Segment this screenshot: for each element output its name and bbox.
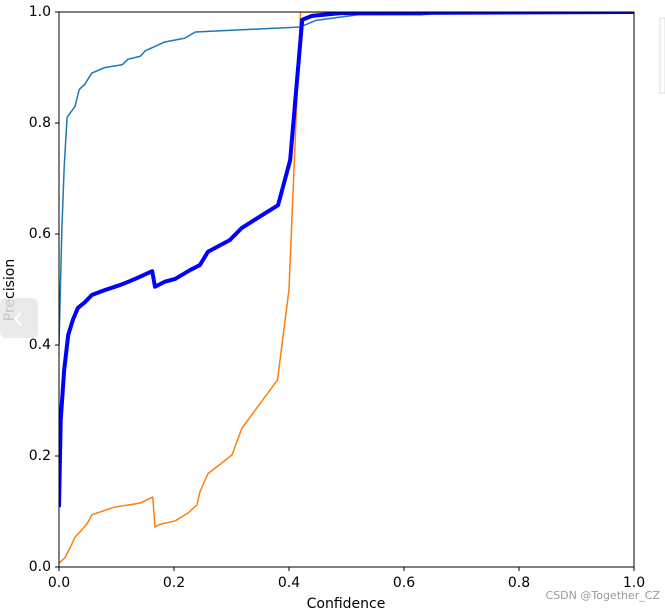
y-tick-label: 1.0: [29, 4, 51, 20]
x-tick-label: 0.8: [508, 575, 530, 591]
x-tick-label: 0.4: [278, 575, 300, 591]
y-tick-label: 0.4: [29, 337, 51, 353]
x-tick-label: 0.0: [48, 575, 70, 591]
y-tick-label: 0.0: [29, 559, 51, 575]
side-collapse-button[interactable]: [0, 298, 38, 338]
precision-curve: [59, 12, 634, 508]
axes-frame: [58, 11, 635, 568]
legend-edge: [659, 17, 665, 94]
watermark: CSDN @Together_CZ: [546, 589, 661, 602]
y-tick-label: 0.6: [29, 226, 51, 242]
plot-area: [59, 12, 634, 564]
x-tick-label: 0.2: [163, 575, 185, 591]
y-tick-label: 0.2: [29, 448, 51, 464]
chevron-icon: [13, 312, 22, 326]
x-tick-label: 0.6: [393, 575, 415, 591]
precision-curve: [59, 12, 634, 564]
x-axis-label: Confidence: [307, 596, 386, 609]
precision-curve: [59, 12, 634, 346]
y-tick-label: 0.8: [29, 115, 51, 131]
x-tick-label: 1.0: [623, 575, 645, 591]
